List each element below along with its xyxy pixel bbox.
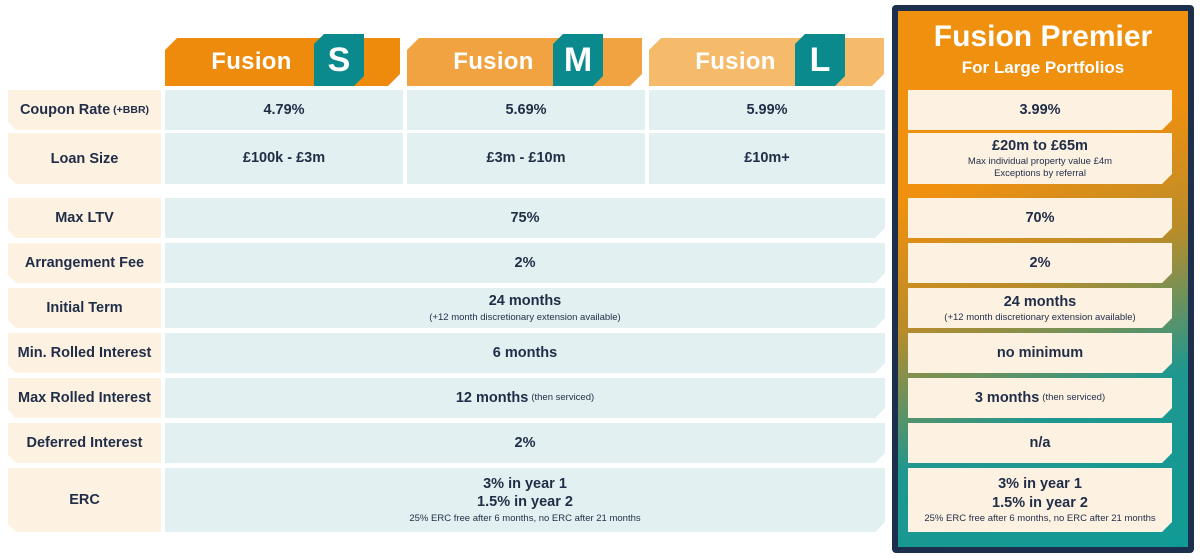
loan-size-m: £3m - £10m [407,133,645,184]
deferred-interest-label: Deferred Interest [26,435,143,451]
premier-min-rolled-interest: no minimum [908,333,1172,373]
row-label-min-rolled-interest: Min. Rolled Interest [8,333,161,373]
premier-erc-line-1: 3% in year 1 [998,476,1082,493]
coupon-rate-l: 5.99% [649,90,885,130]
coupon-rate-s: 4.79% [165,90,403,130]
premier-initial-term-value: 24 months [1003,293,1077,310]
max-ltv-label: Max LTV [55,210,114,226]
arrangement-fee-standard: 2% [165,243,885,283]
row-label-max-rolled-interest: Max Rolled Interest [8,378,161,418]
premier-initial-term: 24 months (+12 month discretionary exten… [908,288,1172,328]
premier-coupon-rate-value: 3.99% [1019,101,1061,118]
premier-deferred-interest-value: n/a [1029,434,1051,451]
coupon-rate-s-value: 4.79% [263,101,305,118]
initial-term-label: Initial Term [46,300,123,316]
plan-header-m: Fusion [407,38,642,86]
plan-header-l-word: Fusion [695,48,776,75]
row-label-arrangement-fee: Arrangement Fee [8,243,161,283]
premier-loan-size-value: £20m to £65m [992,138,1088,155]
premier-erc-note: 25% ERC free after 6 months, no ERC afte… [924,512,1156,524]
plan-badge-m: M [553,34,603,86]
plan-header-s-word: Fusion [211,48,292,75]
erc-standard: 3% in year 1 1.5% in year 2 25% ERC free… [165,468,885,532]
max-rolled-interest-label: Max Rolled Interest [18,390,151,406]
max-rolled-interest-standard: 12 months (then serviced) [165,378,885,418]
row-label-max-ltv: Max LTV [8,198,161,238]
premier-deferred-interest: n/a [908,423,1172,463]
plan-badge-l: L [795,34,845,86]
premier-max-rolled-interest-note: (then serviced) [1042,392,1106,404]
plan-header-s: Fusion [165,38,400,86]
erc-label: ERC [69,492,100,508]
coupon-rate-m: 5.69% [407,90,645,130]
max-ltv-standard: 75% [165,198,885,238]
premier-loan-size-note-2: Exceptions by referral [994,168,1086,180]
coupon-rate-label: Coupon Rate [19,102,111,118]
premier-subtitle: For Large Portfolios [961,58,1125,77]
loan-size-l: £10m+ [649,133,885,184]
loan-size-s-value: £100k - £3m [242,150,326,167]
loan-size-l-value: £10m+ [744,150,790,167]
coupon-rate-m-value: 5.69% [505,101,547,118]
plan-header-m-word: Fusion [453,48,534,75]
initial-term-standard-note: (+12 month discretionary extension avail… [429,312,621,324]
initial-term-standard-value: 24 months [488,293,562,309]
erc-standard-line-1: 3% in year 1 [483,475,567,492]
premier-loan-size: £20m to £65m Max individual property val… [908,133,1172,184]
premier-min-rolled-interest-value: no minimum [996,344,1084,361]
min-rolled-interest-label: Min. Rolled Interest [17,345,152,361]
deferred-interest-standard: 2% [165,423,885,463]
premier-arrangement-fee-value: 2% [1029,254,1051,271]
erc-standard-note: 25% ERC free after 6 months, no ERC afte… [409,513,641,525]
premier-max-rolled-interest-value: 3 months [974,389,1040,406]
premier-arrangement-fee: 2% [908,243,1172,283]
premier-coupon-rate: 3.99% [908,90,1172,130]
coupon-rate-label-suffix: (+BBR) [113,104,150,116]
premier-erc: 3% in year 1 1.5% in year 2 25% ERC free… [908,468,1172,532]
loan-size-m-value: £3m - £10m [486,150,566,167]
premier-title: Fusion Premier [933,20,1153,53]
arrangement-fee-standard-value: 2% [514,254,536,271]
plan-header-l: Fusion [649,38,884,86]
initial-term-standard: 24 months (+12 month discretionary exten… [165,288,885,328]
max-ltv-standard-value: 75% [510,209,540,226]
premier-max-ltv: 70% [908,198,1172,238]
min-rolled-interest-standard: 6 months [165,333,885,373]
row-label-deferred-interest: Deferred Interest [8,423,161,463]
min-rolled-interest-standard-value: 6 months [492,344,558,361]
max-rolled-interest-standard-note: (then serviced) [531,392,595,404]
premier-max-ltv-value: 70% [1025,209,1055,226]
coupon-rate-l-value: 5.99% [746,101,788,118]
deferred-interest-standard-value: 2% [514,434,536,451]
row-label-initial-term: Initial Term [8,288,161,328]
premier-erc-line-2: 1.5% in year 2 [992,494,1088,511]
premier-max-rolled-interest: 3 months (then serviced) [908,378,1172,418]
plan-badge-s: S [314,34,364,86]
row-label-erc: ERC [8,468,161,532]
max-rolled-interest-standard-value: 12 months [455,389,529,406]
erc-standard-line-2: 1.5% in year 2 [477,494,573,511]
premier-loan-size-note-1: Max individual property value £4m [967,156,1113,168]
premier-initial-term-note: (+12 month discretionary extension avail… [944,311,1136,323]
loan-size-s: £100k - £3m [165,133,403,184]
row-label-loan-size: Loan Size [8,133,161,184]
row-label-coupon-rate: Coupon Rate (+BBR) [8,90,161,130]
loan-size-label: Loan Size [50,150,119,167]
arrangement-fee-label: Arrangement Fee [24,255,145,271]
